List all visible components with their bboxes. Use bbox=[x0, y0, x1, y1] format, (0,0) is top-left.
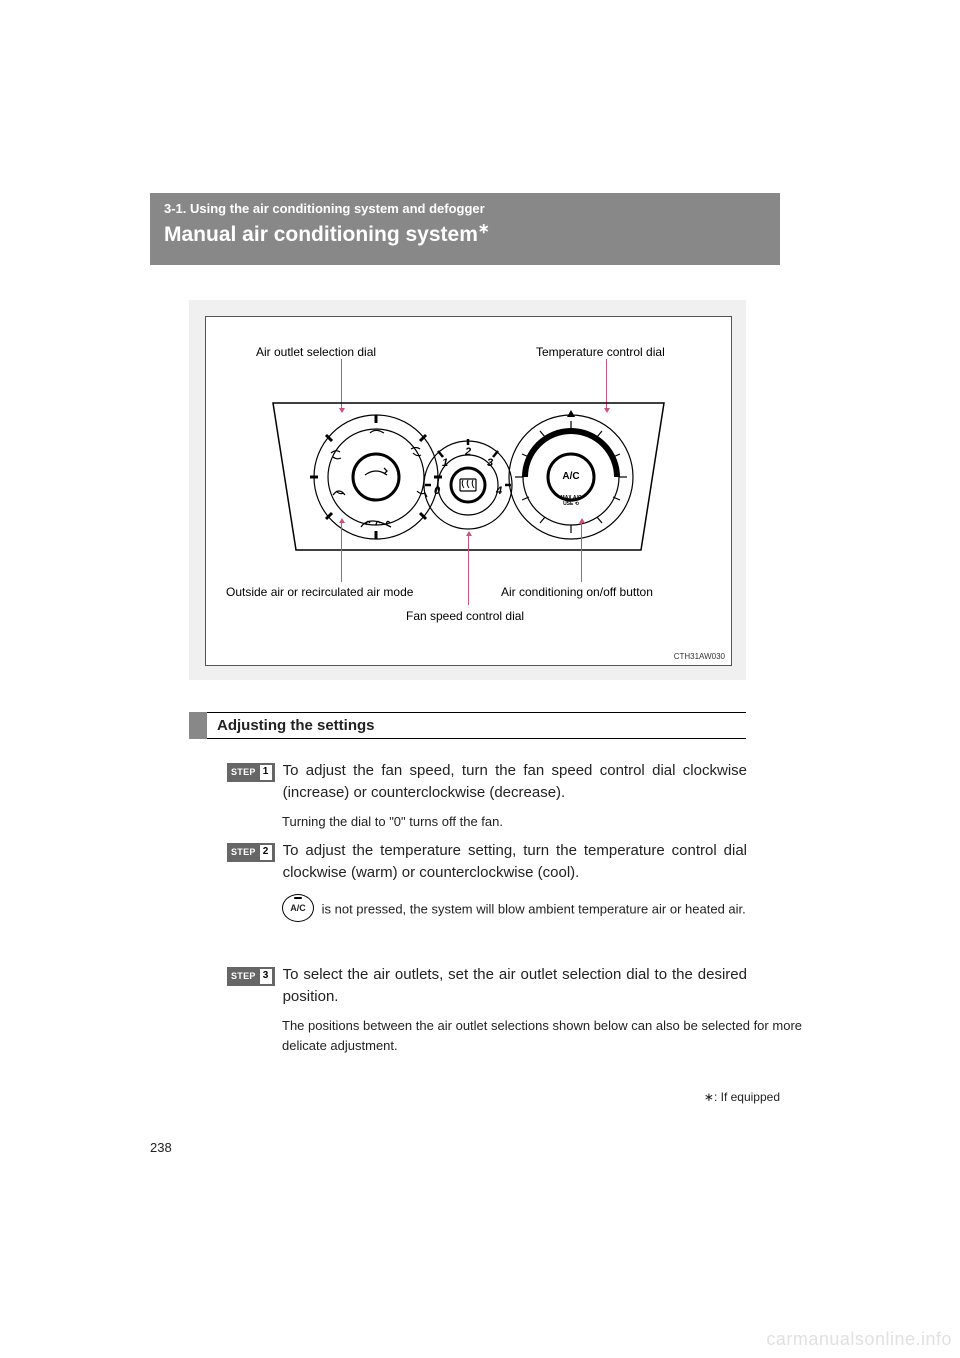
figure-code: CTH31AW030 bbox=[674, 652, 725, 661]
subheading-tab bbox=[189, 712, 207, 739]
svg-text:4: 4 bbox=[495, 485, 502, 497]
label-air-outlet: Air outlet selection dial bbox=[256, 345, 376, 359]
step-2-text: To adjust the temperature setting, turn … bbox=[283, 840, 747, 884]
subheading-text: Adjusting the settings bbox=[207, 712, 746, 739]
svg-text:A/C: A/C bbox=[562, 471, 579, 482]
step-3-sub: The positions between the air outlet sel… bbox=[282, 1016, 802, 1056]
step-badge-1: STEP1 bbox=[227, 763, 275, 782]
svg-text:3: 3 bbox=[487, 457, 493, 469]
dial-air-outlet bbox=[310, 415, 442, 539]
ac-icon: A/C bbox=[282, 894, 314, 922]
subheading-row: Adjusting the settings bbox=[189, 712, 746, 739]
svg-text:USE ⟲: USE ⟲ bbox=[563, 501, 580, 507]
leader-recirc bbox=[341, 522, 342, 582]
dial-temperature: A/C MAX A/C USE ⟲ bbox=[509, 410, 633, 539]
step-3-text: To select the air outlets, set the air o… bbox=[283, 964, 747, 1008]
step-2-sub-text: is not pressed, the system will blow amb… bbox=[318, 901, 746, 916]
label-fan-speed: Fan speed control dial bbox=[406, 609, 524, 623]
step-badge-3: STEP3 bbox=[227, 967, 275, 986]
figure-inner: Air outlet selection dial Temperature co… bbox=[205, 316, 732, 666]
step-1-text: To adjust the fan speed, turn the fan sp… bbox=[283, 760, 747, 804]
step-1: STEP1 To adjust the fan speed, turn the … bbox=[227, 760, 747, 804]
step-1-sub: Turning the dial to "0" turns off the fa… bbox=[282, 812, 802, 832]
figure-box: Air outlet selection dial Temperature co… bbox=[189, 300, 746, 680]
footnote: ∗: If equipped bbox=[704, 1090, 780, 1104]
label-recirc: Outside air or recirculated air mode bbox=[226, 585, 413, 599]
label-ac-button: Air conditioning on/off button bbox=[501, 585, 653, 599]
section-title: Manual air conditioning system∗ bbox=[164, 220, 766, 247]
section-label: 3-1. Using the air conditioning system a… bbox=[164, 201, 766, 216]
step-badge-2: STEP2 bbox=[227, 843, 275, 862]
svg-text:2: 2 bbox=[464, 446, 471, 458]
label-temp-control: Temperature control dial bbox=[536, 345, 665, 359]
svg-text:1: 1 bbox=[442, 457, 448, 469]
header-band: 3-1. Using the air conditioning system a… bbox=[150, 193, 780, 265]
watermark: carmanualsonline.info bbox=[766, 1329, 952, 1350]
title-text: Manual air conditioning system bbox=[164, 223, 478, 246]
page-number: 238 bbox=[150, 1140, 172, 1155]
step-2: STEP2 To adjust the temperature setting,… bbox=[227, 840, 747, 884]
step-2-sub: A/C is not pressed, the system will blow… bbox=[282, 896, 802, 924]
step-3: STEP3 To select the air outlets, set the… bbox=[227, 964, 747, 1008]
title-marker: ∗ bbox=[478, 220, 490, 236]
leader-fan bbox=[468, 535, 469, 605]
leader-ac-button bbox=[581, 522, 582, 582]
svg-text:0: 0 bbox=[434, 485, 441, 497]
